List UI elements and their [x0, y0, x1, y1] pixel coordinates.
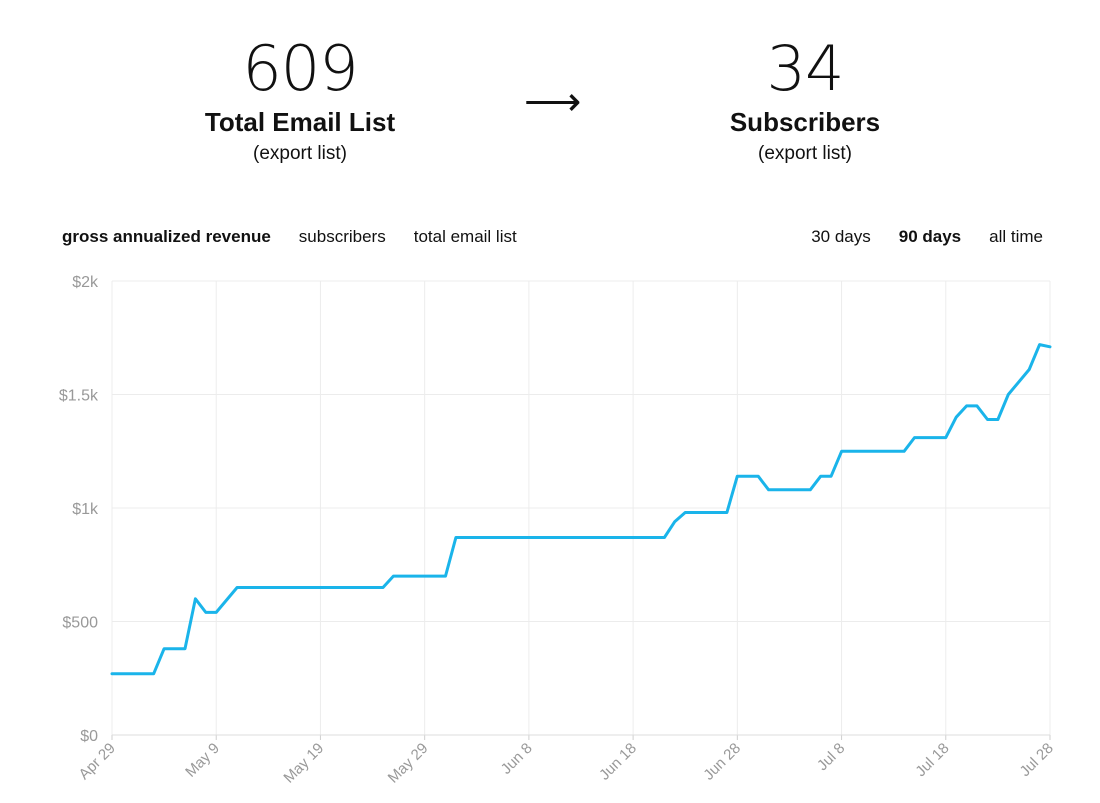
x-tick-label: May 19 [280, 740, 327, 787]
total-email-list-count: 609 [242, 32, 358, 105]
export-subscribers-link[interactable]: (export list) [758, 143, 852, 164]
y-tick-label: $0 [80, 728, 98, 745]
tab-gross-annualized-revenue[interactable]: gross annualized revenue [62, 227, 271, 246]
y-tick-label: $1.5k [59, 388, 99, 405]
x-tick-label: Jun 8 [498, 740, 536, 778]
x-tick-label: Jun 18 [596, 740, 640, 784]
metric-tabs: gross annualized revenue subscribers tot… [62, 226, 517, 248]
tab-total-email-list[interactable]: total email list [413, 227, 517, 246]
tab-all-time[interactable]: all time [989, 227, 1043, 246]
x-tick-label: Apr 29 [76, 740, 119, 783]
arrow-right-icon: ⟶ [524, 79, 582, 125]
x-axis-ticks: Apr 29 May 9 May 19 May 29 Jun 8 Jun 18 Jun 28… [76, 740, 1057, 787]
x-tick-label: May 9 [182, 740, 223, 781]
range-tabs: 30 days 90 days all time [811, 226, 1043, 248]
total-email-list-stat: 609 Total Email List (export list) [140, 34, 460, 166]
chart-grid [111, 280, 1051, 740]
tab-30-days[interactable]: 30 days [811, 227, 871, 246]
subscribers-stat: 34 Subscribers (export list) [645, 34, 965, 166]
tab-subscribers[interactable]: subscribers [298, 227, 386, 246]
x-tick-label: Jul 28 [1017, 740, 1057, 780]
x-tick-label: Jul 8 [814, 740, 848, 774]
x-tick-label: Jun 28 [700, 740, 744, 784]
y-axis-ticks: $0 $500 $1k $1.5k $2k [59, 274, 99, 745]
y-tick-label: $2k [72, 274, 99, 291]
y-tick-label: $500 [62, 615, 98, 632]
chart-series [110, 343, 1052, 676]
revenue-series-line [110, 343, 1052, 676]
total-email-list-label: Total Email List [204, 107, 396, 137]
export-email-list-link[interactable]: (export list) [253, 143, 347, 164]
tab-90-days[interactable]: 90 days [898, 227, 962, 246]
x-tick-label: May 29 [385, 740, 432, 787]
subscribers-label: Subscribers [729, 107, 881, 137]
y-tick-label: $1k [72, 501, 99, 518]
x-tick-label: Jul 18 [912, 740, 952, 780]
subscribers-count: 34 [766, 32, 845, 105]
